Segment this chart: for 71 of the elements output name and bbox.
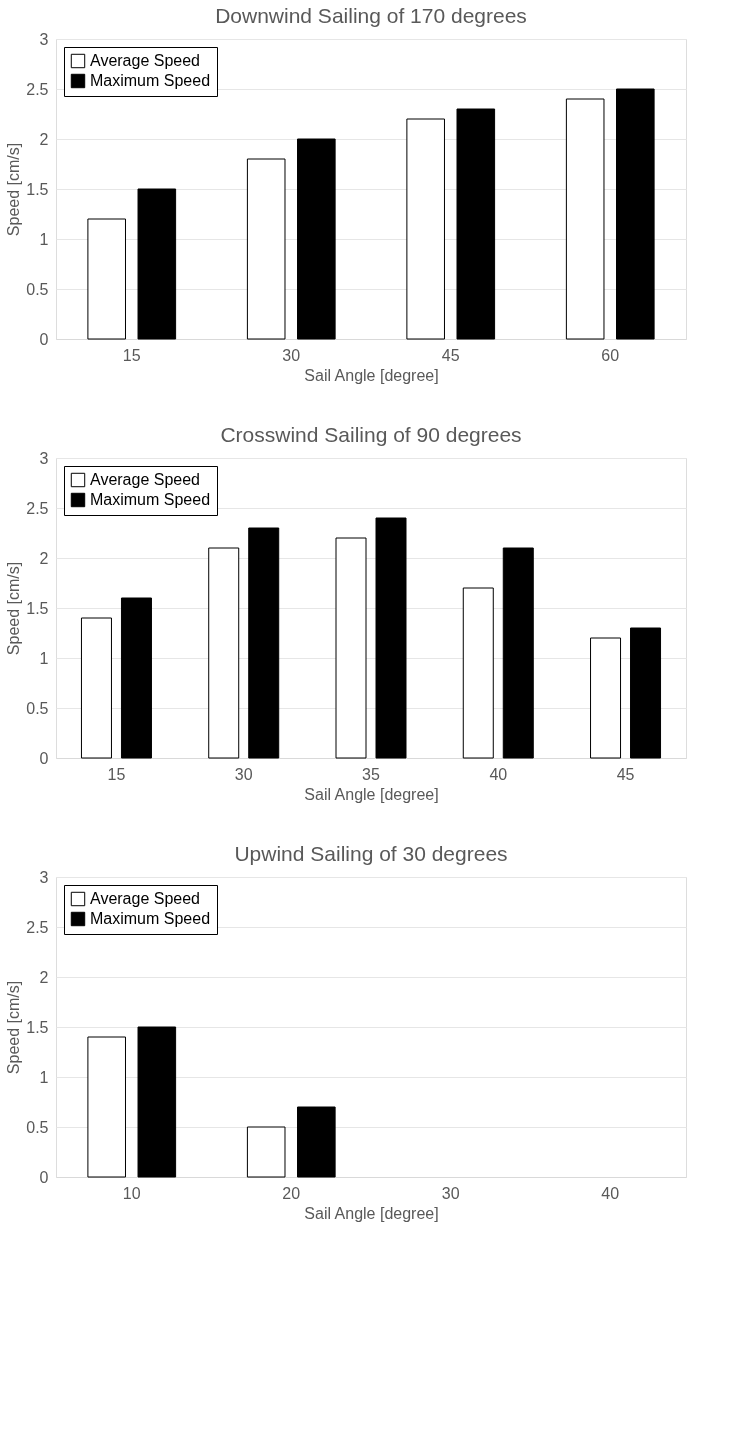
y-axis-title: Speed [cm/s] [5,142,23,237]
bar [120,597,152,759]
legend-label: Average Speed [90,471,201,488]
chart-title: Upwind Sailing of 30 degrees [234,842,508,865]
bar [137,188,177,340]
bar [80,617,112,759]
y-tick-label: 2 [39,549,49,567]
y-tick-label: 1.5 [26,1018,49,1036]
bar [502,547,534,759]
legend-label: Average Speed [90,52,201,69]
x-tick-label: 10 [122,1184,141,1202]
bar [456,108,496,340]
y-tick-label: 2 [39,968,49,986]
y-tick-label: 2 [39,130,49,148]
x-tick-label: 45 [441,346,460,364]
bar [87,218,126,340]
bar [375,517,407,759]
y-tick-label: 0 [39,749,49,767]
bar [616,88,655,340]
bar [335,537,367,759]
bar [248,527,280,759]
x-axis-title: Sail Angle [degree] [304,366,439,384]
bar [87,1036,126,1178]
y-tick-label: 1.5 [26,180,49,198]
x-tick-label: 15 [107,765,126,783]
y-tick-label: 1 [39,1068,49,1086]
y-tick-label: 3 [39,868,49,886]
x-axis-title: Sail Angle [degree] [304,1204,439,1222]
x-tick-label: 35 [362,765,380,783]
y-tick-label: 0.5 [26,1118,49,1136]
y-tick-label: 0 [39,1168,49,1186]
chart-title: Downwind Sailing of 170 degrees [215,4,527,27]
y-tick-label: 0.5 [26,280,49,298]
x-tick-label: 60 [601,346,620,364]
y-tick-label: 0 [39,330,49,348]
bar [137,1026,177,1178]
bar [297,138,336,340]
y-tick-label: 1.5 [26,599,49,617]
chart-title: Crosswind Sailing of 90 degrees [220,423,522,446]
legend-label: Maximum Speed [90,72,211,89]
y-tick-label: 2.5 [26,499,49,517]
legend-label: Maximum Speed [90,491,211,508]
x-tick-label: 40 [601,1184,620,1202]
bar [590,637,622,759]
y-tick-label: 1 [39,649,49,667]
bar [208,547,240,759]
y-tick-label: 3 [39,449,49,467]
bar [630,627,662,759]
bar [565,98,605,340]
x-tick-label: 30 [441,1184,460,1202]
y-tick-label: 1 [39,230,49,248]
x-tick-label: 30 [234,765,253,783]
x-tick-label: 30 [282,346,301,364]
x-tick-label: 15 [122,346,141,364]
bar [297,1106,336,1178]
y-tick-label: 2.5 [26,80,49,98]
bar [406,118,445,340]
y-axis-title: Speed [cm/s] [5,980,23,1075]
x-tick-label: 40 [489,765,508,783]
y-tick-label: 0.5 [26,699,49,717]
y-tick-label: 3 [39,30,49,48]
x-tick-label: 20 [282,1184,301,1202]
bar [462,587,494,759]
x-axis-title: Sail Angle [degree] [304,785,439,803]
bar [246,158,286,340]
y-tick-label: 2.5 [26,918,49,936]
legend-label: Maximum Speed [90,910,211,927]
x-tick-label: 45 [616,765,635,783]
y-axis-title: Speed [cm/s] [5,561,23,656]
legend-label: Average Speed [90,890,201,907]
bar [246,1126,286,1178]
